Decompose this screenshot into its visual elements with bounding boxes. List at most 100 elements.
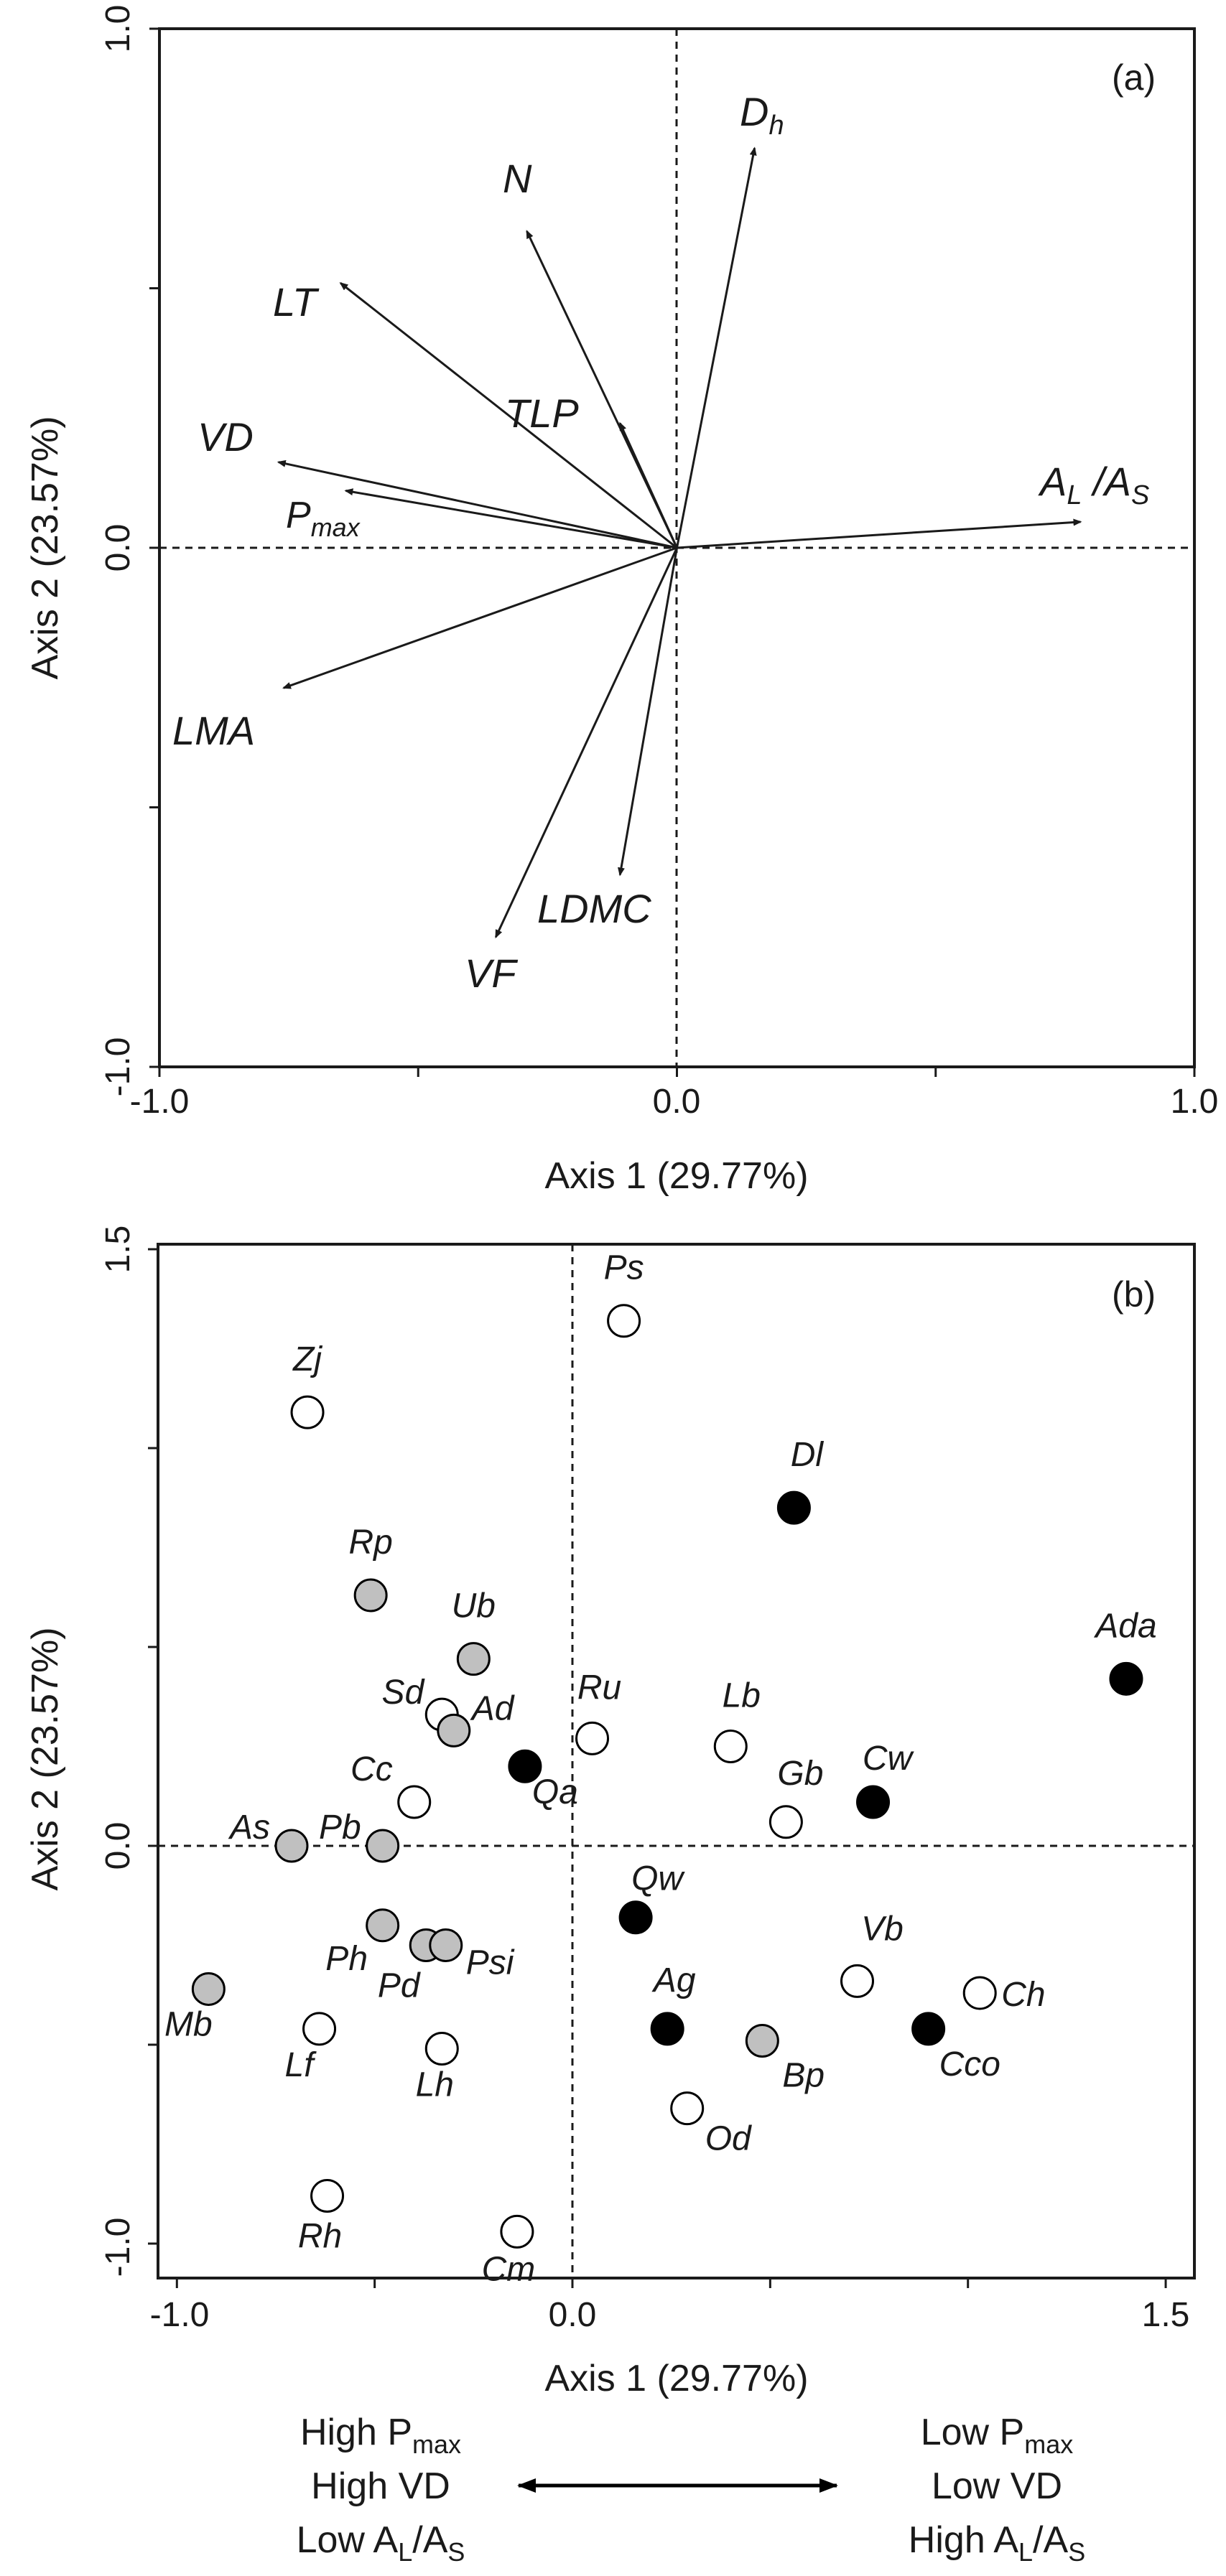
vector-label-al-as: AL /AS [1038,459,1149,510]
point-label-ub: Ub [452,1587,496,1625]
panel-b-y-tick-label-1-5: 1.5 [99,1226,137,1274]
point-label-as: As [228,1809,270,1847]
panel-a-vectors [277,146,1082,939]
point-ph [366,1908,400,1943]
point-label-pb: Pb [319,1809,361,1847]
vector-arrow-lt [339,282,678,549]
point-label-rh: Rh [298,2218,342,2256]
panel-a-x-tick-label-neg1: -1.0 [130,1083,190,1121]
panel-b-scatter: Ps Zj Dl Rp Ub Ada Sd Ad Ru Lb Qa Cc Cw Gb As Pb Qw Ph Pd P… [24,1226,1196,2567]
panel-a-y-tick-label-1: 1.0 [99,5,137,53]
annotation-right-line3: High AL/AS [909,2519,1085,2567]
point-label-lf: Lf [285,2046,317,2084]
point-label-bp: Bp [782,2056,825,2094]
point-label-lb: Lb [723,1677,761,1715]
point-ub [456,1642,491,1676]
panel-a-y-tick-label-0: 0.0 [99,524,137,572]
point-label-mb: Mb [164,2005,213,2043]
vector-label-pmax: Pmax [286,495,361,542]
point-label-ru: Ru [577,1669,621,1707]
panel-b-x-tick-label-1-5: 1.5 [1142,2296,1190,2334]
point-ru [575,1721,610,1755]
point-bp [745,2023,779,2058]
panel-a-y-axis-title: Axis 2 (23.57%) [24,416,66,679]
point-label-pd: Pd [378,1967,421,2005]
annotation-left-line2: High VD [311,2465,450,2507]
vector-label-dh: Dh [740,89,784,141]
vector-label-lma: LMA [172,708,255,753]
annotation-left-line3: Low AL/AS [297,2519,465,2567]
vector-arrow-lma [282,546,678,689]
annotation-left-line1: High Pmax [300,2412,461,2459]
point-label-ad: Ad [470,1689,515,1727]
annotation-right-line2: Low VD [932,2465,1062,2507]
panel-b-y-tick-label-0: 0.0 [99,1822,137,1870]
vector-label-tlp: TLP [505,391,579,436]
vector-arrow-ldmc [618,547,678,877]
vector-arrow-tlp [618,421,678,549]
point-label-ch: Ch [1001,1976,1045,2014]
point-vb [840,1964,875,1998]
panel-b-x-axis-title: Axis 1 (29.77%) [544,2358,808,2399]
point-ad [437,1713,471,1747]
point-lh [424,2032,459,2066]
point-zj [290,1395,325,1429]
point-ch [962,1976,997,2010]
annotation-right-line1: Low Pmax [921,2412,1074,2459]
point-od [670,2091,705,2126]
point-label-ps: Ps [604,1249,644,1287]
point-rh [310,2179,345,2213]
point-label-dl: Dl [791,1436,825,1474]
point-label-ag: Ag [651,1961,696,1999]
point-label-cm: Cm [482,2250,536,2288]
point-ps [607,1304,641,1338]
panel-b-y-tick-label-neg1: -1.0 [99,2218,137,2277]
vector-arrow-vf [494,547,678,939]
point-ag [650,2012,684,2046]
point-label-cco: Cco [939,2045,1000,2083]
panel-a-label: (a) [1112,57,1156,98]
panel-a-x-axis-title: Axis 1 (29.77%) [544,1155,808,1197]
panel-b-label: (b) [1112,1274,1156,1315]
vector-arrow-dh [676,146,757,549]
point-as [274,1829,309,1863]
vector-arrow-pmax [344,488,677,549]
panel-a-y-tick-label-neg1: -1.0 [99,1037,137,1097]
point-cc [397,1785,432,1819]
point-label-lh: Lh [416,2066,454,2104]
point-label-cc: Cc [350,1750,393,1788]
point-label-qa: Qa [532,1773,578,1811]
point-label-cw: Cw [863,1740,915,1778]
panel-a-x-tick-label-0: 0.0 [653,1083,701,1121]
point-qw [618,1900,653,1935]
point-dl [776,1490,811,1525]
point-psi [429,1928,463,1962]
point-ada [1109,1661,1143,1696]
panel-a-biplot: (a) -1.0 0.0 1.0 1.0 0.0 -1.0 Axis 1 (29… [24,5,1218,1197]
vector-label-vd: VD [198,414,254,459]
point-label-vb: Vb [861,1910,904,1948]
panel-a-x-tick-label-1: 1.0 [1171,1083,1219,1121]
point-label-ph: Ph [325,1940,368,1978]
panel-b-point-labels: Ps Zj Dl Rp Ub Ada Sd Ad Ru Lb Qa Cc Cw Gb As Pb Qw Ph Pd P… [164,1249,1157,2289]
vector-label-lt: LT [273,279,320,325]
point-label-gb: Gb [777,1755,823,1793]
panel-b-y-axis-title: Axis 2 (23.57%) [24,1627,66,1890]
point-label-rp: Rp [348,1523,392,1562]
point-gb [768,1805,803,1839]
point-cw [856,1785,891,1819]
panel-b-x-tick-label-0: 0.0 [549,2296,597,2334]
point-lf [302,2012,337,2046]
vector-label-ldmc: LDMC [537,886,651,931]
panel-b-points [191,1304,1143,2249]
panel-b-x-tick-label-neg1: -1.0 [150,2296,210,2334]
point-mb [191,1971,226,2006]
point-qa [508,1749,542,1783]
vector-label-vf: VF [465,951,518,996]
point-pb [366,1829,400,1863]
vector-label-n: N [503,156,532,201]
panel-a-ticks [149,27,1196,1077]
point-label-zj: Zj [292,1340,322,1378]
point-rp [353,1578,388,1613]
